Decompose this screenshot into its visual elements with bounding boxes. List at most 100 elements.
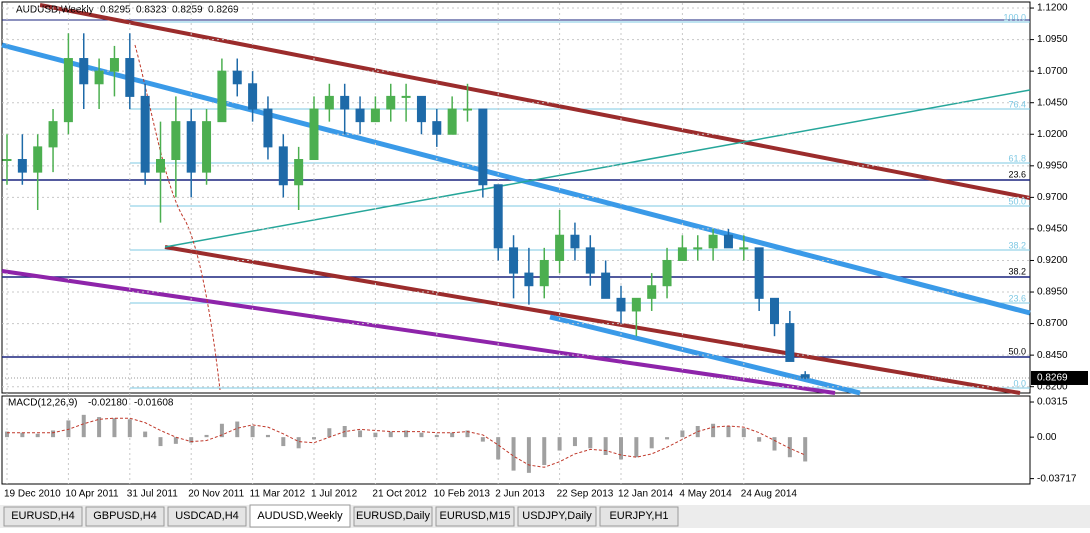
chart-tab[interactable] <box>85 506 165 527</box>
candle-body <box>109 58 119 72</box>
macd-bar <box>419 432 424 438</box>
macd-bar <box>189 437 194 443</box>
ohlc-low: 0.8259 <box>172 5 203 16</box>
candle-body <box>585 247 595 274</box>
macd-bar <box>603 437 608 455</box>
y-tick-label: 0.8700 <box>1037 318 1068 329</box>
macd-bar <box>572 437 577 447</box>
fib-label: 50.0 <box>1008 196 1026 206</box>
candle-body <box>248 83 258 110</box>
macd-bar <box>634 437 639 458</box>
candle-body <box>723 234 733 249</box>
candle-body <box>401 95 411 98</box>
macd-pane-frame <box>1 395 1031 485</box>
x-tick-label: 4 May 2014 <box>679 489 732 500</box>
macd-bar <box>35 433 40 438</box>
level-label: 50.0 <box>1008 346 1026 356</box>
macd-bar <box>803 437 808 462</box>
macd-bar <box>787 437 792 458</box>
chart-tab[interactable] <box>3 506 83 527</box>
fib-label: 38.2 <box>1008 240 1026 250</box>
macd-bar <box>665 437 670 440</box>
candle-body <box>708 234 718 249</box>
chart-tab-label[interactable]: AUDUSD,Weekly <box>257 510 343 522</box>
candle-body <box>555 234 565 261</box>
candle-body <box>693 247 703 250</box>
macd-bar <box>649 437 654 449</box>
macd-bar <box>726 426 731 438</box>
macd-signal-value: -0.01608 <box>134 398 174 409</box>
current-price-label: 0.8269 <box>1037 373 1068 384</box>
macd-bar <box>388 431 393 438</box>
fib-label: 61.8 <box>1008 153 1026 163</box>
y-tick-label: 0.9200 <box>1037 255 1068 266</box>
macd-bar <box>219 423 224 438</box>
chart-tab[interactable] <box>249 504 351 528</box>
macd-bar <box>511 437 516 471</box>
macd-bar <box>81 414 86 438</box>
chart-tab-label[interactable]: GBPUSD,H4 <box>93 510 157 522</box>
trend-line <box>1 269 836 395</box>
y-tick-label: 1.0200 <box>1037 129 1068 140</box>
candle-body <box>17 159 27 173</box>
candle-body <box>370 108 380 123</box>
macd-bar <box>173 437 178 444</box>
x-tick-label: 19 Dec 2010 <box>4 489 61 500</box>
y-tick-label: 0.9450 <box>1037 224 1068 235</box>
candle-body <box>570 234 580 249</box>
chart-tab[interactable] <box>517 506 597 527</box>
candles <box>2 33 810 380</box>
candle-body <box>386 95 396 110</box>
x-tick-label: 21 Oct 2012 <box>372 489 427 500</box>
candle-body <box>463 108 472 111</box>
y-tick-label: 1.1200 <box>1037 3 1068 14</box>
candle-body <box>63 58 73 123</box>
chart-tab[interactable] <box>353 506 433 527</box>
candle-body <box>677 247 687 261</box>
candle-body <box>631 297 641 312</box>
candle-body <box>785 323 795 362</box>
y-tick-label: 0.00 <box>1037 432 1057 443</box>
chart-tab-label[interactable]: EURUSD,M15 <box>440 510 511 522</box>
candle-body <box>800 374 810 379</box>
chart-tab-label[interactable]: EURJPY,H1 <box>609 510 668 522</box>
chart-tab-label[interactable]: EURUSD,H4 <box>11 510 75 522</box>
ohlc-close: 0.8269 <box>208 5 239 16</box>
x-tick-label: 22 Sep 2013 <box>557 489 614 500</box>
candle-body <box>217 70 227 123</box>
candle-body <box>432 121 442 135</box>
macd-bar <box>97 417 102 438</box>
macd-bar <box>619 437 623 460</box>
macd-bar <box>480 437 485 442</box>
macd-bar <box>542 437 547 466</box>
chart-tab-label[interactable]: EURUSD,Daily <box>356 510 430 522</box>
macd-main-value: -0.02180 <box>88 398 128 409</box>
candle-body <box>340 95 350 110</box>
ohlc-open: 0.8295 <box>100 5 131 16</box>
y-tick-label: 0.8200 <box>1037 381 1068 392</box>
candle-body <box>524 272 534 287</box>
x-tick-label: 2 Jun 2013 <box>495 489 545 500</box>
macd-bar <box>465 430 470 438</box>
trend-line <box>164 245 1021 395</box>
chart-tab-label[interactable]: USDCAD,H4 <box>175 510 239 522</box>
y-tick-label: 0.8450 <box>1037 350 1068 361</box>
macd-title: MACD(12,26,9) <box>8 398 77 409</box>
chart-tab[interactable] <box>167 506 247 527</box>
macd-bar <box>127 419 132 438</box>
chart-tab[interactable] <box>435 506 515 527</box>
y-tick-label: 1.0700 <box>1037 66 1068 77</box>
candle-body <box>156 159 165 173</box>
candle-body <box>33 146 43 173</box>
x-tick-label: 10 Apr 2011 <box>65 489 119 500</box>
fib-label: 23.6 <box>1008 293 1026 303</box>
candle-body <box>616 297 626 312</box>
macd-bar <box>711 423 716 438</box>
chart-tab-label[interactable]: USDJPY,Daily <box>522 510 592 522</box>
fib-label: 0.0 <box>1013 378 1026 388</box>
candle-body <box>79 58 89 85</box>
chart-tab[interactable] <box>599 506 679 527</box>
macd-bar <box>496 437 501 460</box>
ohlc-high: 0.8323 <box>136 5 167 16</box>
